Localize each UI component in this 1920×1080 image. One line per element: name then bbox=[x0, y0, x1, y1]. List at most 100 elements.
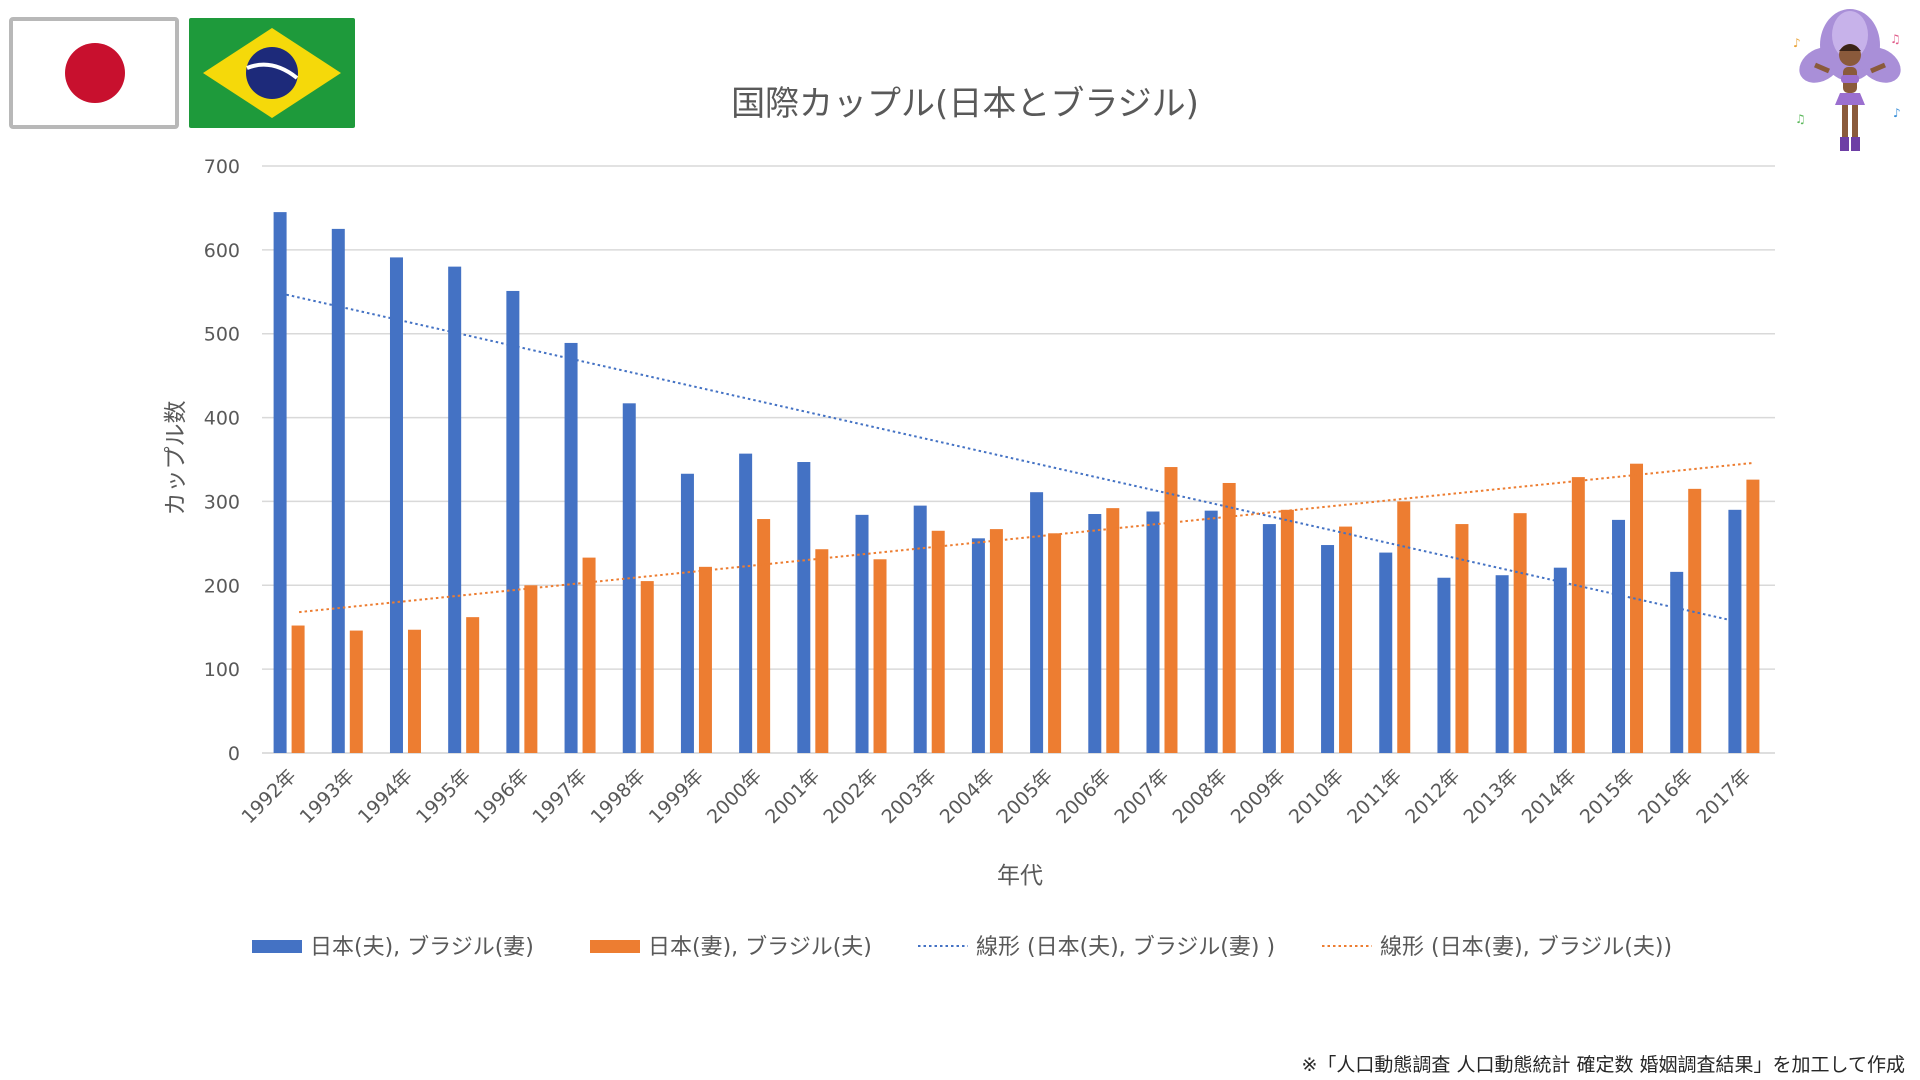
bar-series-1 bbox=[506, 290, 520, 753]
bar-series-2 bbox=[873, 559, 887, 753]
bar-series-2 bbox=[698, 566, 712, 753]
legend-swatch bbox=[252, 940, 302, 953]
legend: 日本(夫), ブラジル(妻) 日本(妻), ブラジル(夫) 線形 (日本(夫), ブ… bbox=[252, 935, 1672, 960]
bar-series-1 bbox=[1146, 511, 1160, 753]
x-tick-label: 2015年 bbox=[1576, 765, 1639, 828]
x-tick-label: 2009年 bbox=[1227, 765, 1290, 828]
x-tick-label: 2012年 bbox=[1401, 765, 1464, 828]
bars bbox=[273, 212, 1760, 754]
bar-series-1 bbox=[564, 342, 578, 753]
bar-series-1 bbox=[1030, 492, 1044, 753]
bar-series-2 bbox=[1106, 508, 1120, 753]
bar-series-2 bbox=[1688, 488, 1702, 753]
brazil-flag-icon bbox=[189, 18, 355, 128]
bar-series-2 bbox=[407, 629, 421, 753]
bar-series-1 bbox=[1670, 571, 1684, 753]
bar-series-1 bbox=[1262, 524, 1276, 753]
bar-series-1 bbox=[448, 266, 462, 753]
x-tick-label: 2003年 bbox=[878, 765, 941, 828]
x-tick-label: 2017年 bbox=[1692, 765, 1755, 828]
bar-series-2 bbox=[466, 617, 480, 753]
bar-series-2 bbox=[1571, 477, 1585, 753]
bar-series-2 bbox=[931, 530, 945, 753]
y-axis-title: カップル数 bbox=[163, 401, 189, 516]
bar-series-1 bbox=[971, 538, 985, 753]
x-tick-label: 1998年 bbox=[587, 765, 650, 828]
x-tick-label: 2005年 bbox=[994, 765, 1057, 828]
trendline-2 bbox=[298, 461, 1755, 614]
source-note: ※「人口動態調査 人口動態統計 確定数 婚姻調査結果」を加工して作成 bbox=[1301, 1054, 1905, 1076]
legend-swatch bbox=[590, 940, 640, 953]
bar-series-2 bbox=[1280, 509, 1294, 753]
y-tick-label: 600 bbox=[204, 240, 240, 262]
x-tick-label: 2010年 bbox=[1285, 765, 1348, 828]
x-tick-label: 1996年 bbox=[470, 765, 533, 828]
bar-series-1 bbox=[1437, 577, 1451, 753]
x-tick-label: 2004年 bbox=[936, 765, 999, 828]
bar-series-2 bbox=[1455, 524, 1469, 753]
x-tick-label: 2007年 bbox=[1110, 765, 1173, 828]
x-axis-title: 年代 bbox=[997, 863, 1043, 889]
x-tick-label: 2014年 bbox=[1518, 765, 1581, 828]
bar-series-2 bbox=[757, 519, 771, 753]
bar-series-2 bbox=[291, 625, 305, 753]
svg-text:♫: ♫ bbox=[1890, 32, 1901, 46]
x-tick-label: 2011年 bbox=[1343, 765, 1406, 828]
x-tick-label: 1994年 bbox=[354, 765, 417, 828]
x-tick-label: 2000年 bbox=[703, 765, 766, 828]
bar-series-1 bbox=[913, 505, 927, 753]
bar-series-2 bbox=[815, 549, 829, 753]
x-tick-label: 1993年 bbox=[296, 765, 359, 828]
x-tick-label: 1997年 bbox=[528, 765, 591, 828]
bar-series-1 bbox=[1728, 509, 1742, 753]
x-axis-tick-labels: 1992年1993年1994年1995年1996年1997年1998年1999年… bbox=[237, 765, 1755, 828]
trendline-1 bbox=[280, 292, 1737, 623]
x-tick-label: 2008年 bbox=[1169, 765, 1232, 828]
bar-series-1 bbox=[273, 212, 287, 753]
y-tick-label: 200 bbox=[204, 575, 240, 597]
bar-series-2 bbox=[1746, 479, 1760, 753]
bar-series-1 bbox=[1495, 575, 1509, 753]
y-axis-tick-labels: 0 100 200 300 400 500 600 700 bbox=[204, 156, 240, 765]
chart-title: 国際カップル(日本とブラジル) bbox=[731, 84, 1199, 124]
bar-series-2 bbox=[349, 630, 363, 753]
x-tick-label: 1992年 bbox=[237, 765, 300, 828]
japan-flag-icon bbox=[9, 17, 179, 129]
bar-series-1 bbox=[1612, 519, 1626, 753]
x-tick-label: 2001年 bbox=[761, 765, 824, 828]
y-tick-label: 300 bbox=[204, 491, 240, 513]
bar-series-2 bbox=[640, 581, 654, 753]
bar-series-2 bbox=[582, 557, 596, 753]
x-tick-label: 1995年 bbox=[412, 765, 475, 828]
bar-series-2 bbox=[1397, 501, 1411, 753]
legend-label: 日本(妻), ブラジル(夫) bbox=[648, 935, 872, 960]
bar-series-1 bbox=[1204, 510, 1218, 753]
legend-label: 線形 (日本(妻), ブラジル(夫)) bbox=[1380, 935, 1672, 960]
y-tick-label: 100 bbox=[204, 659, 240, 681]
bar-series-1 bbox=[1088, 514, 1102, 753]
trendlines bbox=[280, 292, 1755, 623]
bar-series-2 bbox=[1513, 513, 1527, 753]
svg-text:♪: ♪ bbox=[1893, 106, 1901, 120]
bar-series-2 bbox=[1164, 467, 1178, 753]
bar-series-2 bbox=[524, 585, 538, 753]
bar-series-1 bbox=[389, 257, 403, 753]
x-tick-label: 2016年 bbox=[1634, 765, 1697, 828]
x-tick-label: 2006年 bbox=[1052, 765, 1115, 828]
bar-series-2 bbox=[989, 529, 1003, 753]
y-tick-label: 500 bbox=[204, 324, 240, 346]
y-tick-label: 400 bbox=[204, 408, 240, 430]
bar-series-1 bbox=[331, 228, 345, 754]
bar-series-2 bbox=[1222, 482, 1236, 753]
bar-series-2 bbox=[1339, 526, 1353, 753]
samba-dancer-icon: ♪ ♫ ♫ ♪ bbox=[1793, 9, 1901, 151]
bar-series-1 bbox=[1553, 567, 1567, 753]
bar-series-1 bbox=[1379, 552, 1393, 753]
x-tick-label: 2002年 bbox=[819, 765, 882, 828]
svg-text:♫: ♫ bbox=[1795, 112, 1806, 126]
bar-series-2 bbox=[1048, 533, 1062, 753]
y-tick-label: 700 bbox=[204, 156, 240, 178]
bar-series-1 bbox=[1321, 545, 1335, 753]
bar-series-1 bbox=[855, 514, 869, 753]
